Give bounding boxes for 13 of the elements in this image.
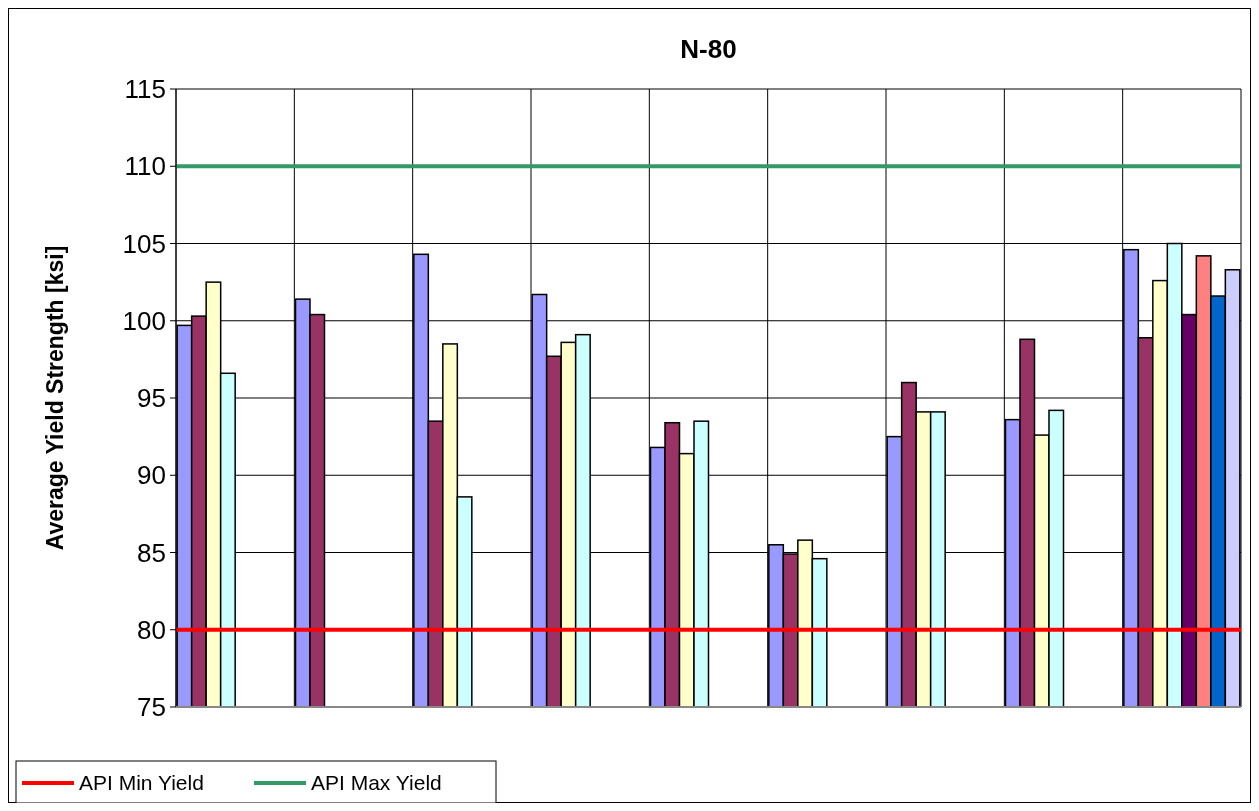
y-tick-label: 110 bbox=[124, 151, 166, 182]
y-tick-label: 75 bbox=[137, 692, 166, 723]
y-tick-label: 100 bbox=[122, 305, 166, 336]
y-tick-label: 80 bbox=[137, 614, 166, 645]
legend-label: API Min Yield bbox=[79, 771, 204, 795]
chart-title: N-80 bbox=[680, 34, 737, 64]
y-tick-label: 95 bbox=[137, 383, 166, 414]
y-tick-label: 90 bbox=[137, 460, 166, 491]
legend-label: API Max Yield bbox=[311, 771, 442, 795]
y-tick-label: 115 bbox=[124, 74, 166, 105]
y-axis-title: Average Yield Strength [ksi] bbox=[42, 245, 68, 551]
y-tick-label: 85 bbox=[137, 537, 166, 568]
y-tick-label: 105 bbox=[122, 228, 166, 259]
